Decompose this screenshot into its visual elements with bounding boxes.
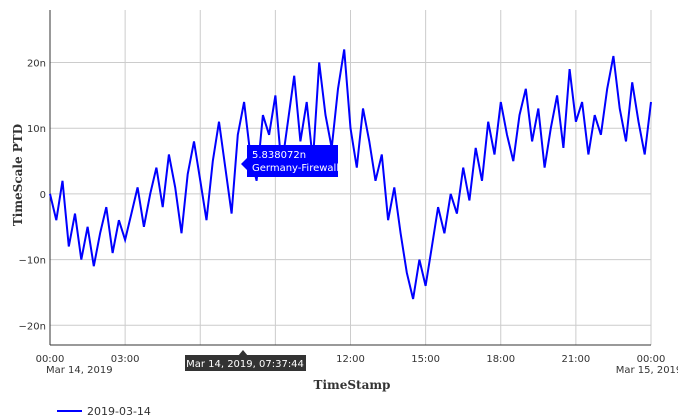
y-tick-label: −20n: [19, 321, 46, 332]
crosshair-text: Mar 14, 2019, 07:37:44: [186, 359, 304, 370]
y-tick-label: 20n: [27, 59, 46, 70]
y-tick-label: 0: [40, 190, 46, 201]
y-tick-label: −10n: [19, 256, 46, 267]
series-line[interactable]: [49, 49, 652, 300]
x-tick-label: 18:00: [486, 354, 515, 365]
legend-entry: 2019-03-14: [87, 405, 151, 417]
series-line-group: [49, 49, 652, 300]
tooltip-pointer: [241, 158, 247, 170]
grid-lines: [49, 10, 652, 346]
x-tick-label: 00:00: [637, 354, 666, 365]
crosshair-label: Mar 14, 2019, 07:37:44: [185, 350, 306, 371]
x-tick-label: 21:00: [561, 354, 590, 365]
tooltip-label: Germany-Firewall: [252, 163, 339, 174]
data-tooltip: 5.838072n Germany-Firewall: [241, 145, 339, 177]
y-tick-label: 10n: [27, 124, 46, 135]
x-tick-label: 03:00: [111, 354, 140, 365]
x-tick-sublabel: Mar 15, 2019: [616, 365, 678, 376]
crosshair-pointer: [238, 350, 248, 356]
tooltip-box: [247, 145, 338, 177]
tooltip-value: 5.838072n: [252, 150, 306, 161]
x-axis-title: TimeStamp: [314, 378, 391, 392]
crosshair-box: [185, 355, 306, 371]
x-tick-label: 00:00: [36, 354, 65, 365]
legend[interactable]: 2019-03-14: [57, 405, 151, 417]
x-tick-label: 12:00: [336, 354, 365, 365]
x-tick-sublabel: Mar 14, 2019: [46, 365, 113, 376]
x-tick-label: 15:00: [411, 354, 440, 365]
y-axis-ticks: −20n −10n 0 10n 20n: [19, 59, 46, 333]
y-axis-title: TimeScale PTD: [11, 124, 25, 226]
